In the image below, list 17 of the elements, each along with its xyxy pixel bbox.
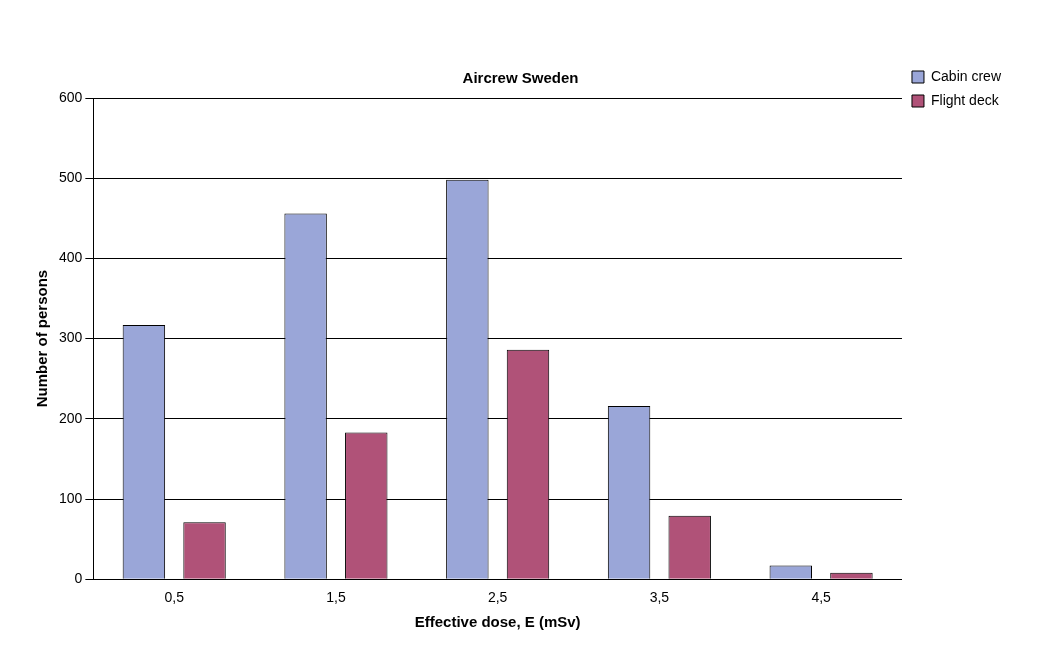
- x-tick-label: 2,5: [487, 589, 508, 606]
- y-tick-label: 500: [59, 169, 83, 186]
- y-tick-label: 100: [59, 489, 83, 506]
- x-axis-title: Effective dose, E (mSv): [414, 613, 581, 631]
- y-tick-label: 400: [59, 249, 83, 266]
- x-tick-label: 0,5: [164, 589, 185, 606]
- legend-label: Cabin crew: [930, 67, 1002, 84]
- x-tick-label: 1,5: [326, 589, 346, 606]
- y-tick-label: 600: [59, 88, 83, 105]
- y-tick-label: 300: [59, 329, 83, 346]
- y-tick-label: 200: [59, 409, 83, 426]
- x-tick-label: 4,5: [811, 589, 832, 606]
- chart-title: Aircrew Sweden: [462, 69, 579, 87]
- x-tick-label: 3,5: [649, 589, 670, 606]
- y-tick-label: 0: [74, 570, 83, 587]
- legend-label: Flight deck: [930, 91, 1000, 108]
- y-axis-title: Number of persons: [33, 269, 51, 408]
